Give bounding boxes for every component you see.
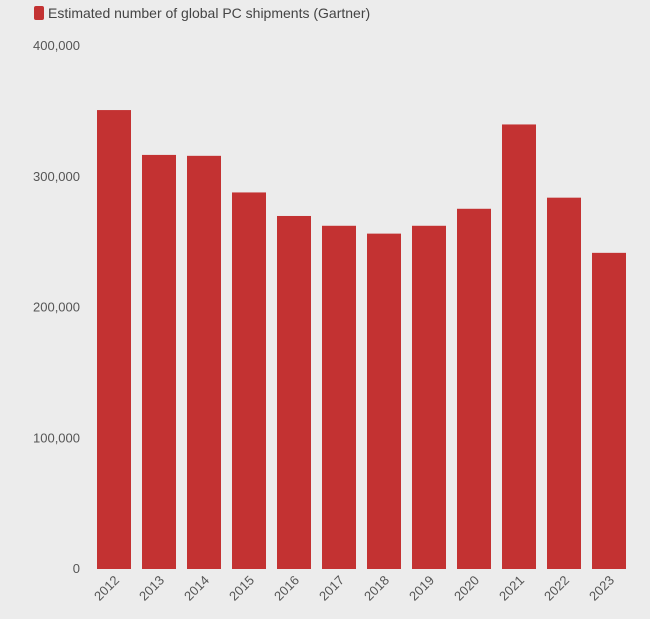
bar-2012: [97, 110, 131, 569]
bar-2013: [142, 154, 176, 570]
x-tick-label: 2015: [226, 573, 257, 604]
bar-2020: [457, 208, 491, 569]
bar-2018: [367, 233, 401, 569]
legend-label: Estimated number of global PC shipments …: [48, 5, 371, 21]
x-tick-label: 2012: [91, 573, 122, 604]
x-tick-label: 2018: [361, 573, 392, 604]
bar-2021: [502, 124, 536, 569]
x-tick-label: 2016: [271, 573, 302, 604]
bar-2016: [277, 215, 311, 569]
y-tick-label: 300,000: [33, 169, 80, 184]
y-tick-label: 400,000: [33, 38, 80, 53]
x-tick-label: 2019: [406, 573, 437, 604]
bar-2022: [547, 197, 581, 570]
bar-2015: [232, 192, 266, 569]
legend-swatch: [34, 6, 44, 20]
x-tick-label: 2013: [136, 573, 167, 604]
bar-2023: [592, 252, 626, 569]
y-tick-label: 0: [73, 561, 80, 576]
y-tick-label: 200,000: [33, 300, 80, 315]
x-tick-label: 2020: [451, 573, 482, 604]
bar-2017: [322, 225, 356, 569]
x-tick-label: 2022: [541, 573, 572, 604]
x-tick-label: 2014: [181, 573, 212, 604]
y-tick-label: 100,000: [33, 430, 80, 445]
x-tick-label: 2017: [316, 573, 347, 604]
bar-2019: [412, 225, 446, 569]
x-tick-label: 2021: [496, 573, 527, 604]
chart-legend: Estimated number of global PC shipments …: [34, 5, 370, 21]
x-tick-label: 2023: [586, 573, 617, 604]
bar-2014: [187, 155, 221, 569]
